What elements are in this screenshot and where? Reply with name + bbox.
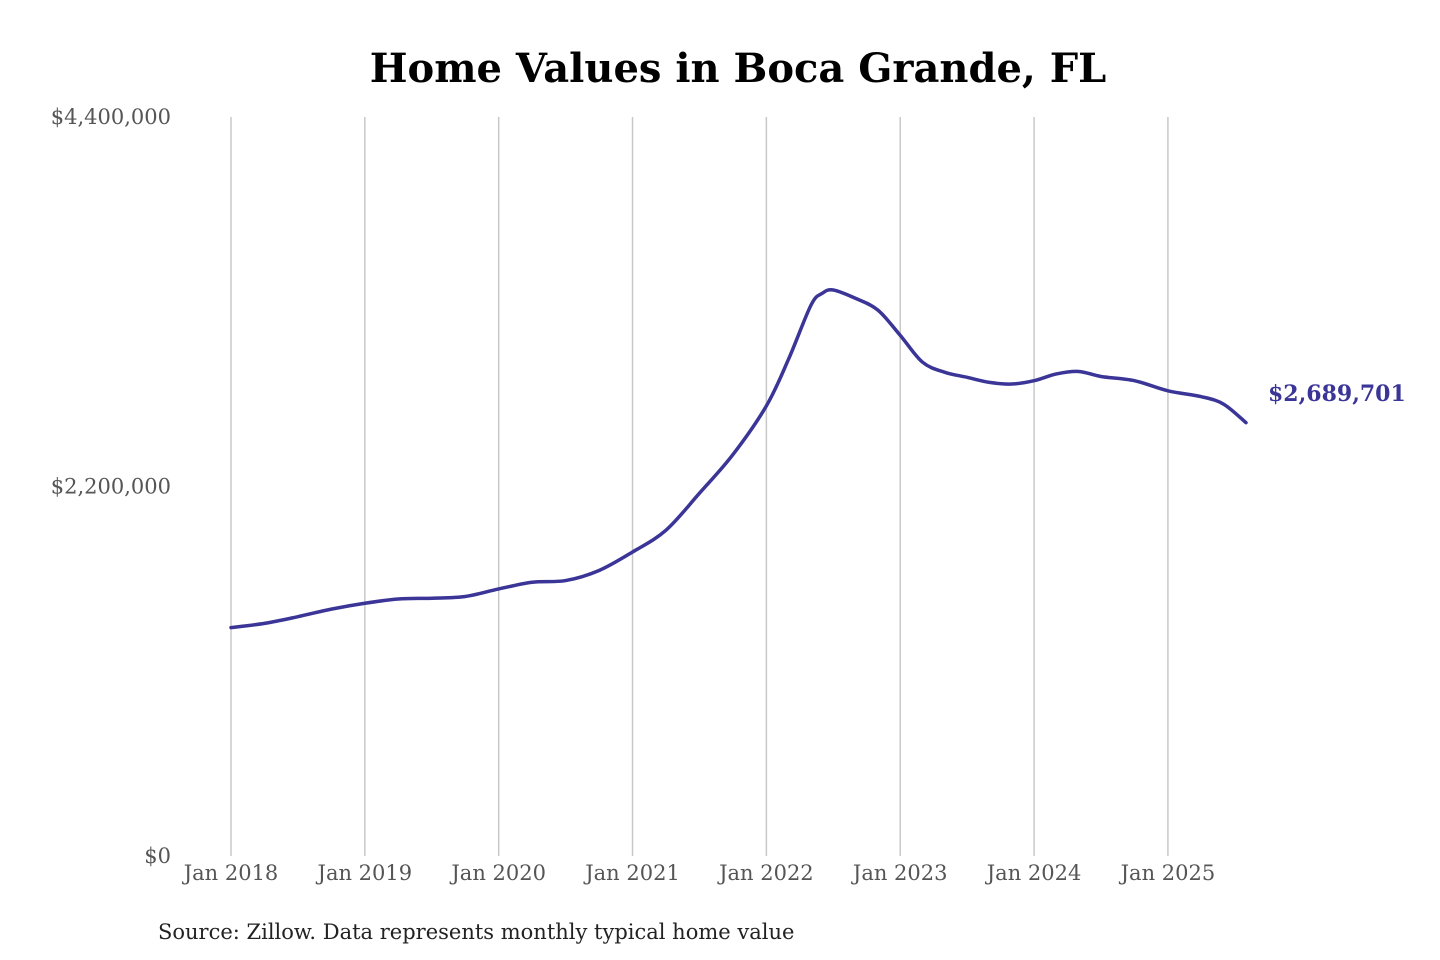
source-note: Source: Zillow. Data represents monthly … <box>158 920 794 944</box>
y-tick-label: $4,400,000 <box>51 105 171 129</box>
end-value-label: $2,689,701 <box>1268 381 1406 407</box>
x-tick-label: Jan 2019 <box>316 861 413 885</box>
home-value-series-line <box>229 288 1248 630</box>
y-axis-tick-labels: $0 $2,200,000 $4,400,000 <box>51 105 171 868</box>
x-tick-label: Jan 2020 <box>449 861 546 885</box>
y-tick-label: $0 <box>144 844 171 868</box>
y-tick-label: $2,200,000 <box>51 475 171 499</box>
x-tick-label: Jan 2023 <box>851 861 948 885</box>
x-tick-label: Jan 2022 <box>717 861 814 885</box>
x-tick-label: Jan 2021 <box>583 861 680 885</box>
x-axis-tick-labels: Jan 2018 Jan 2019 Jan 2020 Jan 2021 Jan 2022… <box>182 861 1216 885</box>
chart-title: Home Values in Boca Grande, FL <box>370 45 1107 92</box>
x-tick-label: Jan 2024 <box>985 861 1082 885</box>
x-tick-label: Jan 2025 <box>1119 861 1216 885</box>
x-tick-label: Jan 2018 <box>182 861 279 885</box>
series-layer <box>229 288 1248 630</box>
vertical-gridlines <box>230 117 1169 856</box>
